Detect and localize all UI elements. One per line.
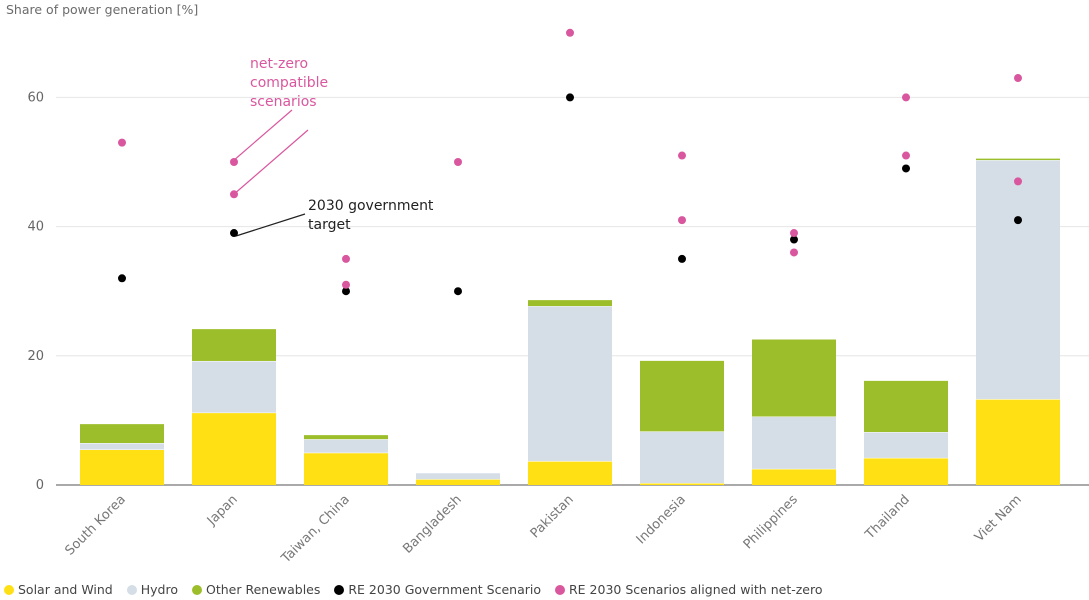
bar-segment-hydro xyxy=(304,439,388,453)
x-tick-label: Japan xyxy=(204,492,241,529)
legend-item-solar-wind: Solar and Wind xyxy=(4,582,113,597)
bar-segment-solar-and-wind xyxy=(752,468,836,485)
legend-item-net-zero-scenarios: RE 2030 Scenarios aligned with net-zero xyxy=(554,582,823,597)
government-scenario-point xyxy=(566,93,574,102)
bar-segment-solar-and-wind xyxy=(976,399,1060,485)
annotation-pointer-line xyxy=(232,109,293,162)
net-zero-scenario-point xyxy=(566,28,574,37)
bar-segment-solar-and-wind xyxy=(640,483,724,485)
net-zero-scenario-point xyxy=(790,229,798,238)
bar-segment-solar-and-wind xyxy=(416,479,500,485)
bar-segment-hydro xyxy=(528,306,612,462)
x-tick-label: Thailand xyxy=(862,492,913,543)
net-zero-scenario-point xyxy=(902,151,910,160)
x-tick-label: Philippines xyxy=(741,492,801,552)
net-zero-scenario-point xyxy=(118,138,126,147)
net-zero-scenario-point xyxy=(790,248,798,257)
net-zero-scenario-point xyxy=(678,216,686,225)
net-zero-scenario-point xyxy=(342,280,350,289)
bar-segment-other-renewables xyxy=(80,423,164,444)
annotation-line: scenarios xyxy=(250,94,317,110)
bar-segment-other-renewables xyxy=(976,158,1060,161)
net-zero-scenario-point xyxy=(454,158,462,166)
legend-swatch-solar-wind xyxy=(4,584,14,595)
annotation-line: compatible xyxy=(250,75,328,91)
bar-segment-solar-and-wind xyxy=(304,452,388,485)
government-scenario-point xyxy=(118,274,126,283)
legend-swatch-net-zero-scenarios xyxy=(554,584,565,595)
legend-label-hydro: Hydro xyxy=(140,582,178,597)
net-zero-scenario-point xyxy=(678,151,686,160)
y-axis-title: Share of power generation [%] xyxy=(6,2,199,17)
bar-segment-solar-and-wind xyxy=(528,461,612,485)
government-scenario-point xyxy=(678,254,686,263)
y-tick-label: 20 xyxy=(27,349,44,364)
legend-label-solar-wind: Solar and Wind xyxy=(18,582,113,597)
x-tick-label: Viet Nam xyxy=(972,492,1025,545)
bar-segment-hydro xyxy=(752,416,836,469)
annotation-net-zero: net-zero compatible scenarios xyxy=(250,56,328,110)
annotation-pointer-line xyxy=(235,213,306,237)
legend-item-government-scenario: RE 2030 Government Scenario xyxy=(334,582,541,597)
y-tick-label: 60 xyxy=(27,90,44,105)
net-zero-scenario-point xyxy=(902,93,910,102)
x-tick-label: Pakistan xyxy=(528,492,577,541)
x-tick-label: Indonesia xyxy=(634,492,689,547)
annotation-government-target: 2030 government target xyxy=(308,198,434,233)
net-zero-scenario-point xyxy=(230,190,238,199)
net-zero-scenario-point xyxy=(1014,177,1022,186)
net-zero-scenario-point xyxy=(230,158,238,166)
legend-label-net-zero-scenarios: RE 2030 Scenarios aligned with net-zero xyxy=(568,582,823,597)
government-scenario-point xyxy=(342,287,350,296)
annotation-line: 2030 government xyxy=(308,198,434,214)
x-tick-label: Bangladesh xyxy=(400,492,465,557)
annotation-line: target xyxy=(308,217,351,233)
government-scenario-point xyxy=(230,229,238,238)
bar-segment-hydro xyxy=(80,443,164,450)
legend-swatch-government-scenario xyxy=(334,584,345,595)
bar-segment-other-renewables xyxy=(304,434,388,440)
legend-item-other-renewables: Other Renewables xyxy=(191,582,321,597)
legend-swatch-hydro xyxy=(126,584,137,595)
bar-segment-hydro xyxy=(976,160,1060,400)
bar-segment-other-renewables xyxy=(528,299,612,307)
y-tick-label: 40 xyxy=(27,220,44,235)
government-scenario-point xyxy=(902,164,910,173)
bar-segment-hydro xyxy=(192,360,276,413)
legend-label-other-renewables: Other Renewables xyxy=(205,582,321,597)
net-zero-scenario-point xyxy=(342,254,350,263)
legend: Solar and Wind Hydro Other Renewables RE… xyxy=(4,582,823,597)
government-scenario-point xyxy=(1014,216,1022,225)
bar-segment-hydro xyxy=(640,431,724,484)
bar-segment-other-renewables xyxy=(864,380,948,433)
bar-segment-hydro xyxy=(864,432,948,458)
government-scenario-point xyxy=(454,287,462,296)
bar-chart: 0 20 40 60 South Korea Japan Taiwan, China Bang… xyxy=(27,28,1089,567)
bar-segment-solar-and-wind xyxy=(192,412,276,485)
government-scenario-point xyxy=(790,235,798,244)
y-tick-label: 0 xyxy=(36,478,44,493)
annotation-pointer-line xyxy=(232,129,309,196)
bar-segment-hydro xyxy=(416,472,500,480)
legend-item-hydro: Hydro xyxy=(126,582,178,597)
annotation-line: net-zero xyxy=(250,56,308,72)
legend-swatch-other-renewables xyxy=(191,584,202,595)
x-tick-label: Taiwan, China xyxy=(278,492,353,567)
bar-segment-other-renewables xyxy=(192,328,276,361)
x-tick-label: South Korea xyxy=(63,492,129,558)
bar-segment-solar-and-wind xyxy=(864,457,948,485)
legend-label-government-scenario: RE 2030 Government Scenario xyxy=(348,582,541,597)
bar-segment-solar-and-wind xyxy=(80,449,164,485)
net-zero-scenario-point xyxy=(1014,74,1022,83)
bar-segment-other-renewables xyxy=(640,360,724,432)
bar-segment-other-renewables xyxy=(752,339,836,417)
